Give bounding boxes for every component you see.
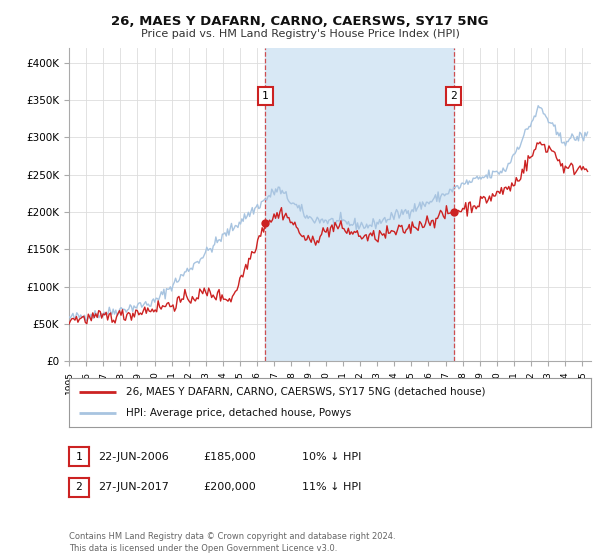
Text: 11% ↓ HPI: 11% ↓ HPI [302,482,361,492]
Bar [265,48,454,361]
Text: HPI: Average price, detached house, Powys: HPI: Average price, detached house, Powy… [127,408,352,418]
Text: 1: 1 [262,91,269,101]
Text: 27-JUN-2017: 27-JUN-2017 [98,482,169,492]
Text: 2: 2 [451,91,457,101]
Text: Contains HM Land Registry data © Crown copyright and database right 2024.
This d: Contains HM Land Registry data © Crown c… [69,532,395,553]
Text: 26, MAES Y DAFARN, CARNO, CAERSWS, SY17 5NG (detached house): 26, MAES Y DAFARN, CARNO, CAERSWS, SY17 … [127,387,486,397]
Text: £200,000: £200,000 [203,482,256,492]
Text: Price paid vs. HM Land Registry's House Price Index (HPI): Price paid vs. HM Land Registry's House … [140,29,460,39]
Text: £185,000: £185,000 [203,452,256,462]
Text: 10% ↓ HPI: 10% ↓ HPI [302,452,361,462]
Text: 1: 1 [76,452,82,462]
Text: 2: 2 [76,482,82,492]
Text: 22-JUN-2006: 22-JUN-2006 [98,452,169,462]
Text: 26, MAES Y DAFARN, CARNO, CAERSWS, SY17 5NG: 26, MAES Y DAFARN, CARNO, CAERSWS, SY17 … [111,15,489,28]
